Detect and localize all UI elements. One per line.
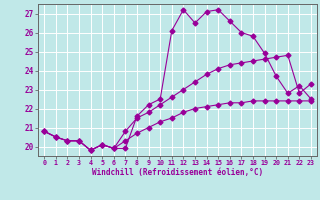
- X-axis label: Windchill (Refroidissement éolien,°C): Windchill (Refroidissement éolien,°C): [92, 168, 263, 177]
